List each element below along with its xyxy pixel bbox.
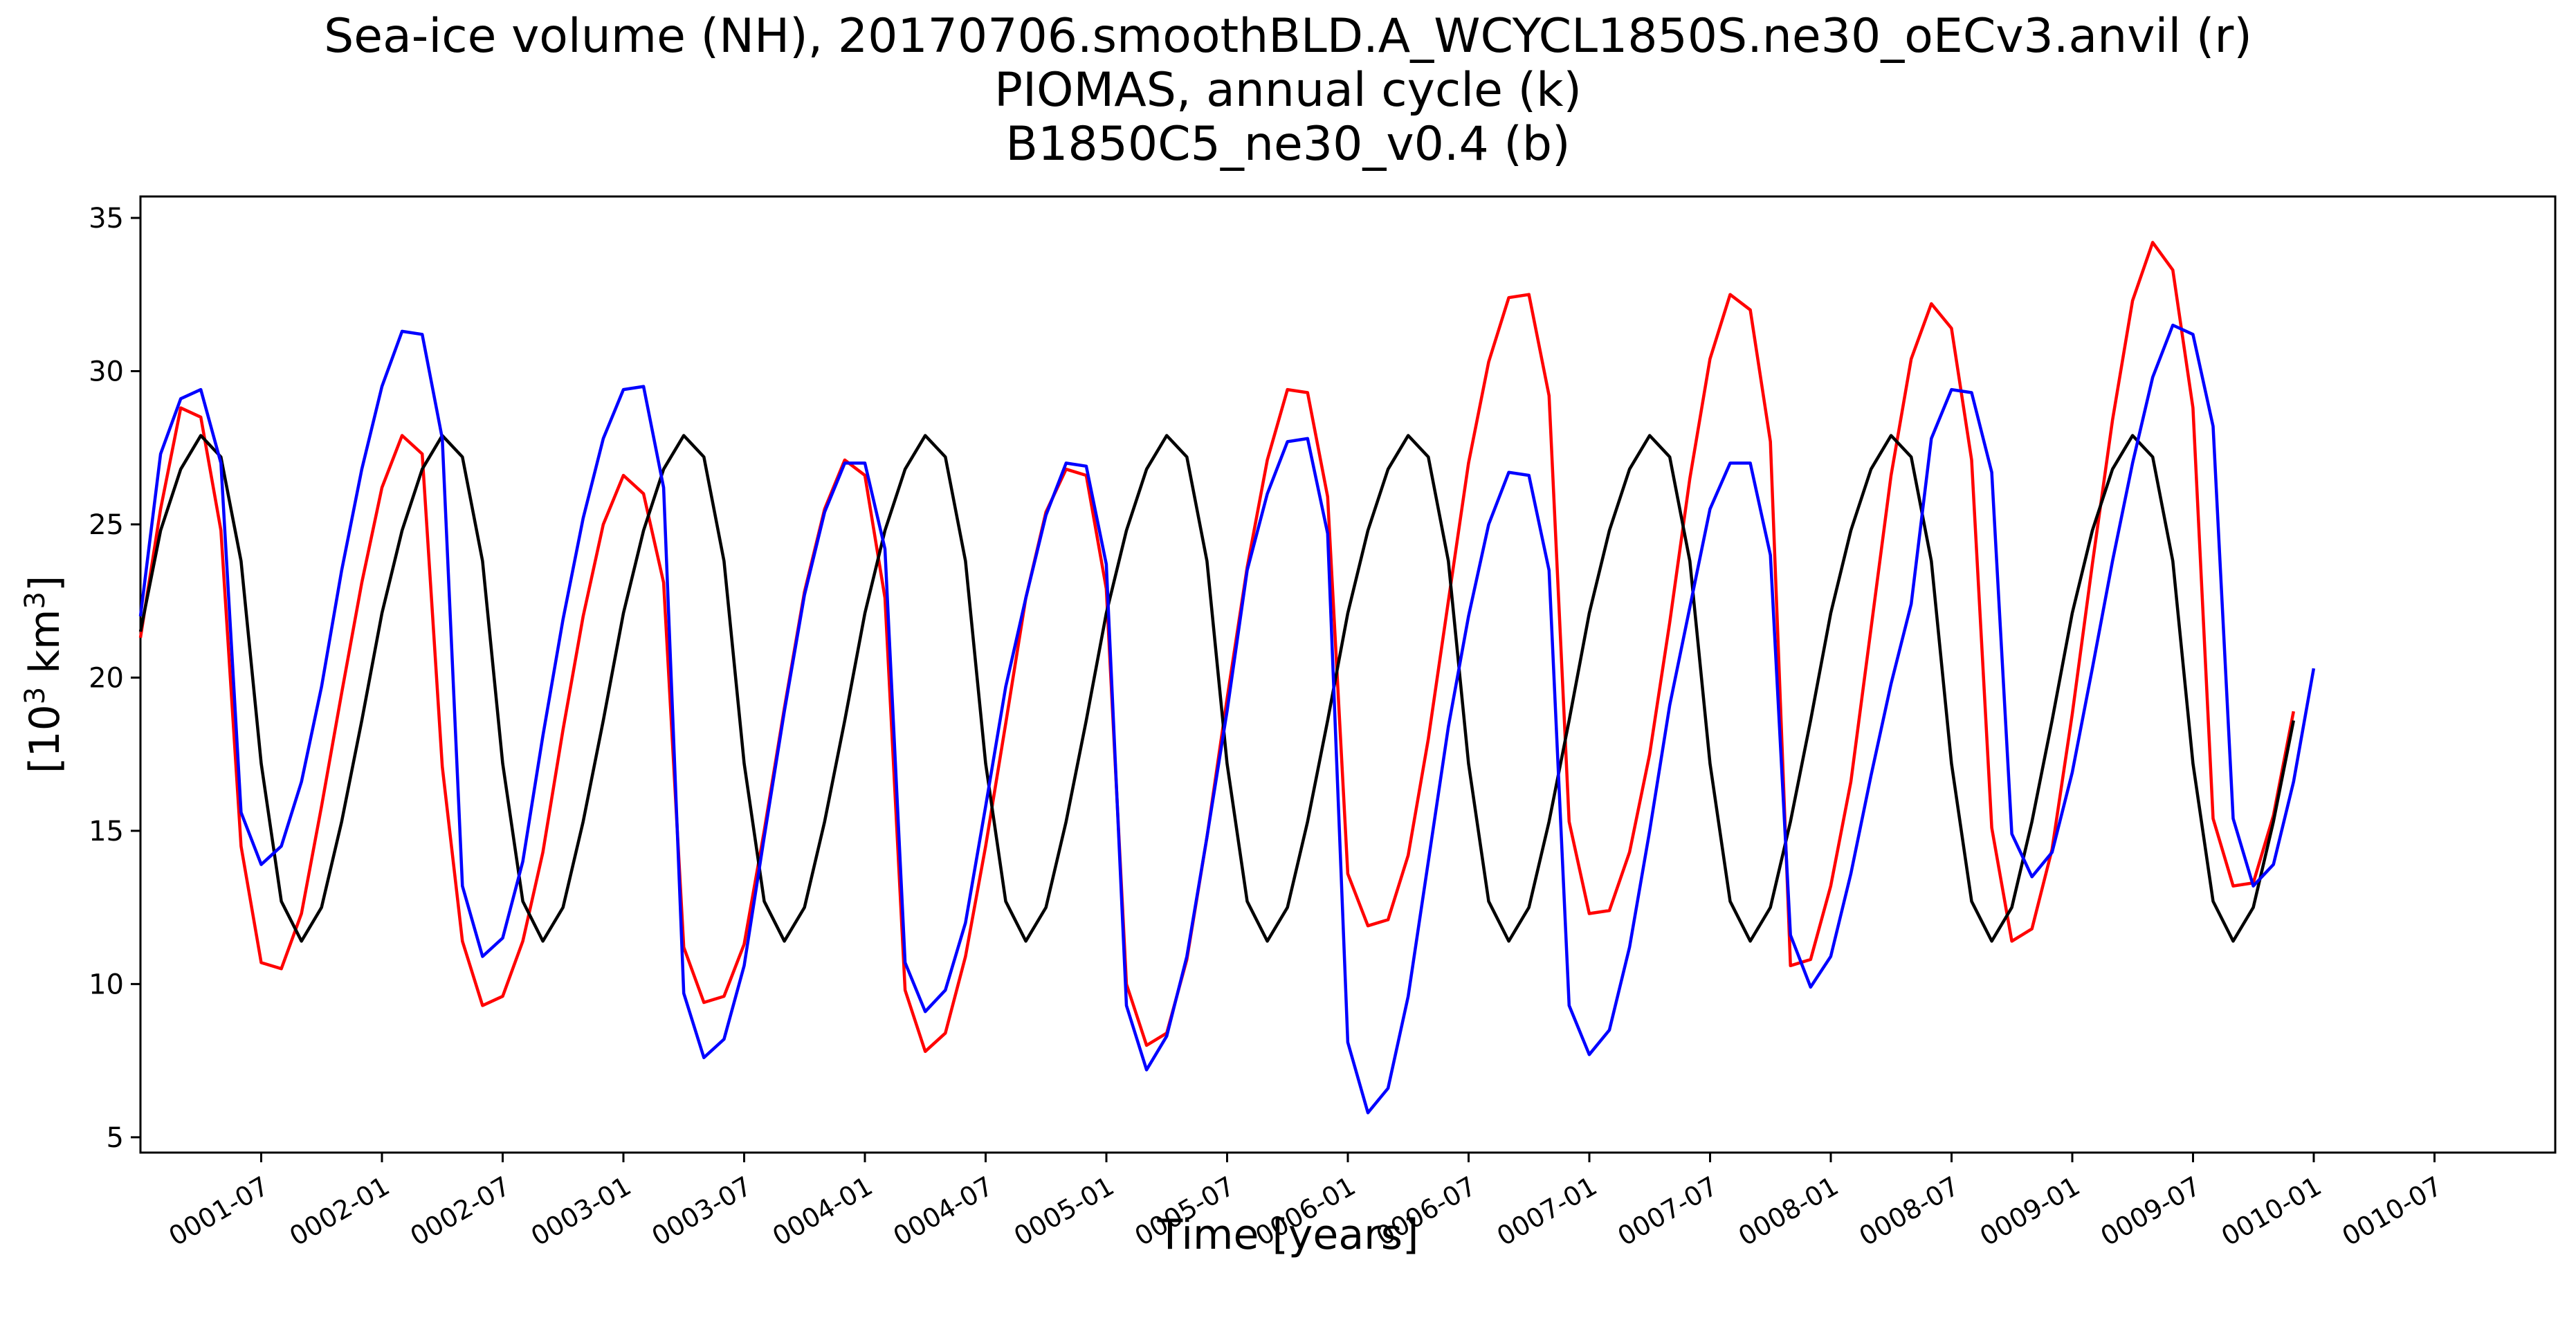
title-line-1: Sea-ice volume (NH), 20170706.smoothBLD.…: [324, 9, 2252, 64]
chart-title: Sea-ice volume (NH), 20170706.smoothBLD.…: [0, 10, 2576, 172]
y-axis: 5 10 15 20 25 30 35: [89, 203, 140, 1154]
title-line-3: B1850C5_ne30_v0.4 (b): [1005, 117, 1571, 172]
series-line-k: [138, 434, 2296, 943]
y-tick-label: 25: [89, 509, 124, 541]
series-line-b: [138, 323, 2316, 1115]
series-lines: [138, 241, 2316, 1115]
y-tick-label: 20: [89, 662, 124, 694]
y-tick-label: 15: [89, 816, 124, 847]
y-tick-label: 10: [89, 969, 124, 1000]
title-line-2: PIOMAS, annual cycle (k): [994, 63, 1582, 118]
y-tick-label: 30: [89, 356, 124, 387]
y-tick-label: 5: [107, 1122, 124, 1154]
y-tick-label: 35: [89, 203, 124, 235]
x-axis-label: Time [years]: [1157, 1211, 1419, 1259]
